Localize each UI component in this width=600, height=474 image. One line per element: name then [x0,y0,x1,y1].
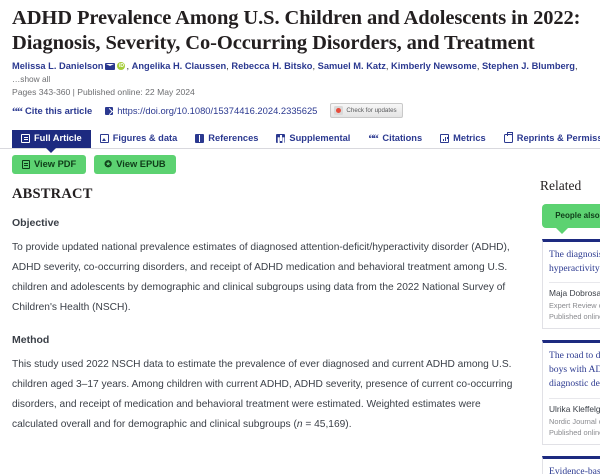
view-epub-button[interactable]: ✪ View EPUB [94,155,176,175]
article-action-row: View PDF ✪ View EPUB [0,149,600,175]
related-title-line: The road to diagnosis and treatment in [549,350,600,362]
pdf-file-icon [22,160,30,170]
author-name[interactable]: Stephen J. Blumberg [481,61,575,71]
related-article-author: Maja Dobrosavljevic [549,288,600,299]
related-article-title[interactable]: The diagnosis of attention deficit hyper… [549,248,600,276]
tab-label: Citations [382,132,423,143]
author-list: Melissa L. Danielson, Angelika H. Clauss… [12,60,588,85]
external-link-icon [105,106,114,115]
divider [549,398,600,400]
people-also-read-tooltip: People also read [542,204,600,234]
image-icon [99,133,109,143]
abstract-method-heading: Method [12,333,50,346]
related-title-line: boys with ADHD: a qualitative study on [549,364,600,376]
related-article-title[interactable]: Evidence-based treatment options for ADH… [549,465,600,474]
crossmark-check-for-updates-badge[interactable]: Check for updates [330,103,403,119]
method-sample-symbol: n [296,418,303,430]
related-article-author: Ulrika Kleffelgård [549,404,600,415]
related-article-card[interactable]: The diagnosis of attention deficit hyper… [542,238,600,330]
related-article-published: Published online: 22 Feb 2023 [549,428,600,438]
tab-label: Full Article [34,132,82,143]
pages-published-line: Pages 343-360 | Published online: 22 May… [12,87,195,98]
article-header: ADHD Prevalence Among U.S. Children and … [0,0,600,119]
author-name[interactable]: Angelika H. Claussen [131,61,227,71]
cite-this-article-button[interactable]: ““ Cite this article [12,103,93,118]
plus-box-icon [276,133,286,143]
divider [549,282,600,284]
tab-label: Supplemental [289,132,351,143]
article-meta-row: ““ Cite this article https://doi.org/10.… [12,103,588,119]
bar-chart-icon [440,133,450,143]
related-title-line: hyperactivity disorder in children [549,262,600,274]
tab-label: Metrics [453,132,486,143]
related-article-journal: Nordic Journal of Psychiatry [549,417,600,427]
related-article-title[interactable]: The road to diagnosis and treatment in b… [549,349,600,391]
tab-metrics[interactable]: Metrics [431,130,495,148]
tab-reprints-and-permissions[interactable]: Reprints & Permissions [495,130,600,148]
doi-text: https://doi.org/10.1080/15374416.2024.23… [117,105,318,117]
tab-figures-and-data[interactable]: Figures & data [91,130,187,148]
related-title-line: Evidence-based treatment options for [549,466,600,474]
author-name[interactable]: Kimberly Newsome [391,61,477,71]
view-pdf-button[interactable]: View PDF [12,155,87,175]
related-articles-sidebar: Related People also read The diagnosis o… [532,178,600,474]
show-all-authors-link[interactable]: …show all [12,73,51,84]
author-name[interactable]: Samuel M. Katz [317,61,386,71]
crossmark-logo-icon [334,106,344,116]
article-tab-bar: Full Article Figures & data References S… [0,126,600,154]
document-icon [21,133,30,143]
epub-icon: ✪ [104,159,112,170]
tab-references[interactable]: References [186,130,267,148]
related-article-card[interactable]: Evidence-based treatment options for ADH… [542,456,600,474]
article-body: ABSTRACT Objective To provide updated na… [0,186,600,450]
abstract-objective-body: To provide updated national prevalence e… [12,242,510,314]
quote-icon: ““ [368,130,379,145]
related-title-line: diagnostic delay [549,378,600,390]
related-title-line: The diagnosis of attention deficit [549,248,600,260]
abstract-section: ABSTRACT Objective To provide updated na… [0,186,545,450]
quote-icon: ““ [12,103,23,118]
method-body-pre: This study used 2022 NSCH data to estima… [12,358,513,430]
tab-label: References [208,132,259,143]
tab-label: Reprints & Permissions [516,132,600,143]
related-article-journal: Expert Review of Neurotherapeutics [549,301,600,311]
tab-citations[interactable]: ““ Citations [359,130,431,148]
abstract-heading: ABSTRACT [12,186,93,203]
doi-link[interactable]: https://doi.org/10.1080/15374416.2024.23… [105,105,317,116]
related-article-published: Published online: 14 Mar 2023 [549,312,600,322]
tab-supplemental[interactable]: Supplemental [267,130,359,148]
method-body-post: = 45,169). [302,418,352,430]
abstract-objective-heading: Objective [12,217,60,230]
related-sidebar-title: Related [540,178,582,193]
tab-label: Figures & data [112,132,178,143]
crossmark-label: Check for updates [346,107,397,115]
author-name[interactable]: Rebecca H. Bitsko [231,61,313,71]
tab-full-article[interactable]: Full Article [12,129,91,154]
author-name[interactable]: Melissa L. Danielson [12,61,104,71]
abstract-method-body: This study used 2022 NSCH data to estima… [12,355,519,435]
page-title: ADHD Prevalence Among U.S. Children and … [12,7,581,54]
related-article-card[interactable]: The road to diagnosis and treatment in b… [542,340,600,446]
view-pdf-label: View PDF [34,159,77,170]
book-icon [195,133,205,143]
printer-icon [503,132,513,143]
orcid-icon[interactable] [117,61,126,71]
email-icon[interactable] [105,63,116,70]
cite-label: Cite this article [25,105,93,117]
view-epub-label: View EPUB [116,159,166,170]
